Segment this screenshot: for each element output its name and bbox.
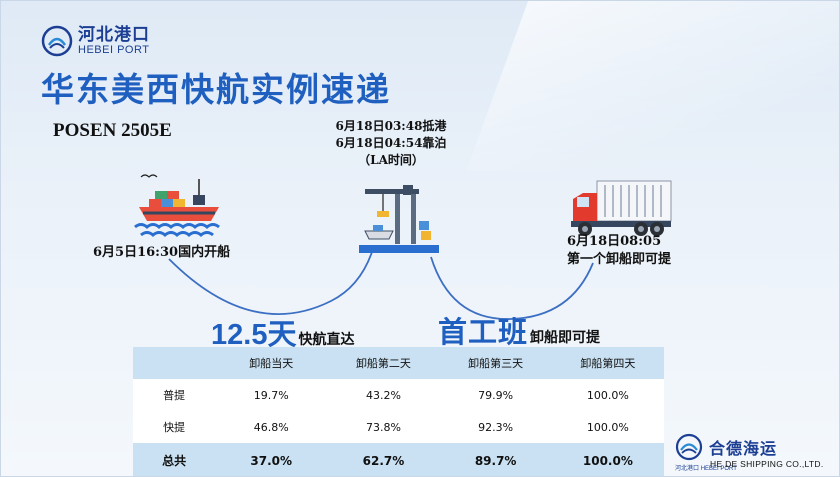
company-parent-label: 河北港口 HEBEI PORT: [675, 463, 737, 472]
table-cell: 100.0%: [582, 453, 633, 468]
table-cell: 79.9%: [478, 388, 514, 402]
company-name-en: HE DE SHIPPING CO.,LTD.: [710, 459, 824, 469]
arrival-time: 6月18日03:48抵港: [335, 119, 447, 133]
company-parent-cn: 河北港口: [675, 466, 700, 472]
table-cell: 37.0%: [250, 453, 293, 468]
company-name-cn: 合德海运: [709, 439, 778, 458]
arrival-info: 6月18日03:48抵港 6月18日04:54靠泊 （LA时间）: [321, 118, 461, 169]
table-cell: 100.0%: [586, 420, 629, 434]
transit-days-highlight: 12.5 天 快航直达: [211, 311, 354, 353]
timezone-note: （LA时间）: [358, 153, 424, 167]
table-cell: 43.2%: [365, 388, 401, 402]
page-title: 华东美西快航实例速递: [41, 70, 391, 109]
table-cell: 73.8%: [365, 420, 401, 434]
logo-name-cn: 河北港口: [78, 24, 150, 45]
pickup-rate-table: 卸船当天 卸船第二天 卸船第三天 卸船第四天 普提 19.7% 43.2% 79…: [133, 347, 664, 476]
table-cell: 62.7%: [362, 453, 405, 468]
pickup-note: 第一个卸船即可提: [567, 252, 672, 267]
table-header-cell: 卸船当天: [249, 357, 294, 370]
vessel-voyage: POSEN 2505E: [53, 120, 172, 141]
table-header-cell: 卸船第四天: [580, 357, 636, 370]
hebei-port-logo-icon: [41, 25, 73, 57]
hede-shipping-logo-icon: [675, 433, 703, 461]
table-cell: 92.3%: [478, 420, 514, 434]
table-cell: 100.0%: [586, 388, 629, 402]
first-shift-highlight: 首工班 卸船即可提: [438, 309, 600, 351]
transit-days-unit: 天: [267, 317, 297, 351]
first-shift-title: 首工班: [438, 315, 529, 349]
port-crane-icon: [359, 185, 439, 253]
company-parent-en: HEBEI PORT: [700, 466, 737, 472]
table-header-cell: [133, 347, 215, 379]
first-shift-caption: 卸船即可提: [530, 330, 601, 346]
transit-days-caption: 快航直达: [298, 332, 355, 348]
table-row: 快提 46.8% 73.8% 92.3% 100.0%: [133, 411, 664, 443]
transit-days-number: 12.5: [211, 319, 268, 351]
table-row: 普提 19.7% 43.2% 79.9% 100.0%: [133, 379, 664, 411]
table-header-cell: 卸船第二天: [355, 357, 411, 370]
table-cell: 19.7%: [253, 388, 289, 402]
background-decoration: [466, 1, 839, 171]
pickup-info: 6月18日08:05 第一个卸船即可提: [567, 233, 671, 269]
table-row-label: 普提: [163, 389, 186, 402]
table-header-row: 卸船当天 卸船第二天 卸船第三天 卸船第四天: [133, 347, 664, 379]
table-cell: 46.8%: [253, 420, 289, 434]
cargo-truck-icon: [571, 180, 672, 236]
berthing-time: 6月18日04:54靠泊: [335, 136, 447, 150]
table-row-label: 总共: [162, 454, 187, 468]
hede-shipping-logo: 合德海运 河北港口 HEBEI PORT HE DE SHIPPING CO.,…: [673, 433, 839, 475]
table-header-cell: 卸船第三天: [468, 357, 524, 370]
departure-info: 6月5日16:30国内开船: [93, 245, 231, 260]
hebei-port-logo: 河北港口 HEBEI PORT: [41, 25, 150, 57]
container-ship-icon: [134, 174, 220, 237]
table-row-label: 快提: [163, 421, 186, 434]
pickup-time: 6月18日08:05: [567, 234, 662, 249]
logo-name-en: HEBEI PORT: [78, 43, 150, 56]
table-cell: 89.7%: [474, 453, 517, 468]
table-total-row: 总共 37.0% 62.7% 89.7% 100.0%: [133, 443, 664, 476]
